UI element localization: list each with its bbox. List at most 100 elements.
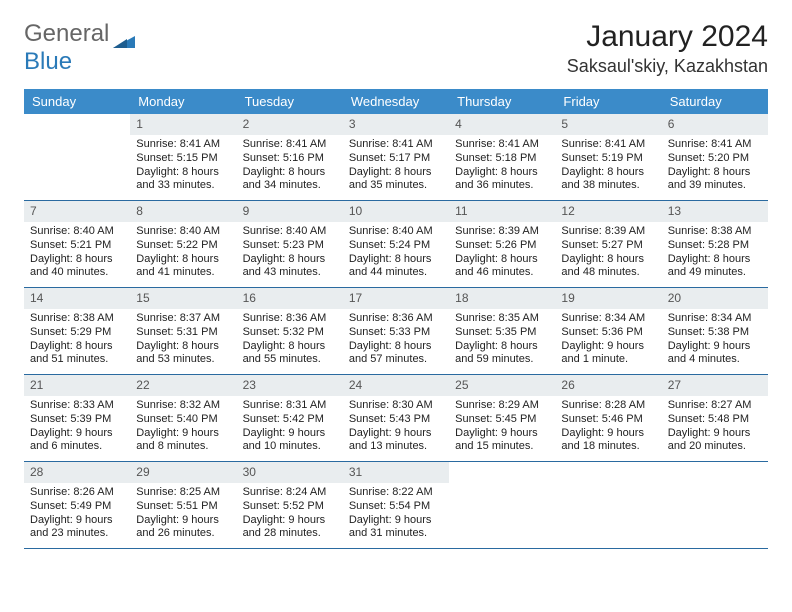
sunrise-text: Sunrise: 8:35 AM	[455, 312, 549, 326]
daylight-text-2: and 39 minutes.	[668, 179, 762, 193]
daylight-text-1: Daylight: 9 hours	[30, 514, 124, 528]
daylight-text-1: Daylight: 9 hours	[668, 340, 762, 354]
day-number: 10	[343, 201, 449, 222]
calendar-day-cell: 12Sunrise: 8:39 AMSunset: 5:27 PMDayligh…	[555, 201, 661, 287]
daylight-text-2: and 20 minutes.	[668, 440, 762, 454]
day-number: 29	[130, 462, 236, 483]
daylight-text-2: and 55 minutes.	[243, 353, 337, 367]
sunrise-text: Sunrise: 8:40 AM	[349, 225, 443, 239]
day-number: 18	[449, 288, 555, 309]
daylight-text-2: and 15 minutes.	[455, 440, 549, 454]
daylight-text-2: and 18 minutes.	[561, 440, 655, 454]
day-body: Sunrise: 8:40 AMSunset: 5:21 PMDaylight:…	[24, 222, 130, 284]
day-body: Sunrise: 8:40 AMSunset: 5:22 PMDaylight:…	[130, 222, 236, 284]
day-number: 30	[237, 462, 343, 483]
sunset-text: Sunset: 5:20 PM	[668, 152, 762, 166]
calendar-day-cell: 8Sunrise: 8:40 AMSunset: 5:22 PMDaylight…	[130, 201, 236, 287]
daylight-text-2: and 53 minutes.	[136, 353, 230, 367]
calendar-day-cell: 30Sunrise: 8:24 AMSunset: 5:52 PMDayligh…	[237, 462, 343, 548]
daylight-text-2: and 48 minutes.	[561, 266, 655, 280]
day-body: Sunrise: 8:36 AMSunset: 5:33 PMDaylight:…	[343, 309, 449, 371]
sunset-text: Sunset: 5:17 PM	[349, 152, 443, 166]
day-number: 12	[555, 201, 661, 222]
day-body: Sunrise: 8:41 AMSunset: 5:16 PMDaylight:…	[237, 135, 343, 197]
daylight-text-1: Daylight: 8 hours	[455, 340, 549, 354]
sunrise-text: Sunrise: 8:36 AM	[349, 312, 443, 326]
sunrise-text: Sunrise: 8:33 AM	[30, 399, 124, 413]
sunrise-text: Sunrise: 8:30 AM	[349, 399, 443, 413]
day-number: 9	[237, 201, 343, 222]
day-number: 16	[237, 288, 343, 309]
day-number: 31	[343, 462, 449, 483]
calendar-day-cell: 23Sunrise: 8:31 AMSunset: 5:42 PMDayligh…	[237, 375, 343, 461]
day-number: 7	[24, 201, 130, 222]
calendar-day-cell: 19Sunrise: 8:34 AMSunset: 5:36 PMDayligh…	[555, 288, 661, 374]
day-number: 27	[662, 375, 768, 396]
daylight-text-1: Daylight: 8 hours	[30, 340, 124, 354]
sunset-text: Sunset: 5:39 PM	[30, 413, 124, 427]
day-number: 23	[237, 375, 343, 396]
day-body: Sunrise: 8:22 AMSunset: 5:54 PMDaylight:…	[343, 483, 449, 545]
calendar-day-cell: 3Sunrise: 8:41 AMSunset: 5:17 PMDaylight…	[343, 114, 449, 200]
daylight-text-2: and 31 minutes.	[349, 527, 443, 541]
daylight-text-1: Daylight: 9 hours	[668, 427, 762, 441]
daylight-text-1: Daylight: 8 hours	[30, 253, 124, 267]
day-number: 13	[662, 201, 768, 222]
day-body: Sunrise: 8:34 AMSunset: 5:36 PMDaylight:…	[555, 309, 661, 371]
sunset-text: Sunset: 5:28 PM	[668, 239, 762, 253]
calendar-day-cell: 6Sunrise: 8:41 AMSunset: 5:20 PMDaylight…	[662, 114, 768, 200]
sunset-text: Sunset: 5:51 PM	[136, 500, 230, 514]
daylight-text-2: and 41 minutes.	[136, 266, 230, 280]
daylight-text-2: and 4 minutes.	[668, 353, 762, 367]
calendar-day-cell: 28Sunrise: 8:26 AMSunset: 5:49 PMDayligh…	[24, 462, 130, 548]
calendar-day-cell	[24, 114, 130, 200]
sunrise-text: Sunrise: 8:40 AM	[243, 225, 337, 239]
day-body: Sunrise: 8:37 AMSunset: 5:31 PMDaylight:…	[130, 309, 236, 371]
day-number: 24	[343, 375, 449, 396]
daylight-text-1: Daylight: 9 hours	[243, 514, 337, 528]
sunset-text: Sunset: 5:42 PM	[243, 413, 337, 427]
day-body: Sunrise: 8:39 AMSunset: 5:27 PMDaylight:…	[555, 222, 661, 284]
sunset-text: Sunset: 5:33 PM	[349, 326, 443, 340]
calendar-day-cell: 10Sunrise: 8:40 AMSunset: 5:24 PMDayligh…	[343, 201, 449, 287]
day-body: Sunrise: 8:31 AMSunset: 5:42 PMDaylight:…	[237, 396, 343, 458]
brand-triangle-icon	[113, 27, 135, 41]
calendar-day-cell: 25Sunrise: 8:29 AMSunset: 5:45 PMDayligh…	[449, 375, 555, 461]
day-body: Sunrise: 8:32 AMSunset: 5:40 PMDaylight:…	[130, 396, 236, 458]
daylight-text-2: and 59 minutes.	[455, 353, 549, 367]
calendar-day-cell	[449, 462, 555, 548]
daylight-text-1: Daylight: 9 hours	[561, 427, 655, 441]
daylight-text-2: and 8 minutes.	[136, 440, 230, 454]
sunset-text: Sunset: 5:27 PM	[561, 239, 655, 253]
daylight-text-1: Daylight: 8 hours	[561, 253, 655, 267]
day-number: 26	[555, 375, 661, 396]
day-number: 28	[24, 462, 130, 483]
sunset-text: Sunset: 5:21 PM	[30, 239, 124, 253]
day-body: Sunrise: 8:24 AMSunset: 5:52 PMDaylight:…	[237, 483, 343, 545]
daylight-text-1: Daylight: 8 hours	[243, 166, 337, 180]
calendar-day-cell	[555, 462, 661, 548]
day-body: Sunrise: 8:41 AMSunset: 5:19 PMDaylight:…	[555, 135, 661, 197]
sunset-text: Sunset: 5:19 PM	[561, 152, 655, 166]
calendar-day-cell: 21Sunrise: 8:33 AMSunset: 5:39 PMDayligh…	[24, 375, 130, 461]
day-body: Sunrise: 8:38 AMSunset: 5:29 PMDaylight:…	[24, 309, 130, 371]
sunrise-text: Sunrise: 8:27 AM	[668, 399, 762, 413]
sunset-text: Sunset: 5:45 PM	[455, 413, 549, 427]
calendar-week-row: 21 Sunrise: 8:33 AMSunset: 5:39 PM Dayligh…	[24, 375, 768, 462]
daylight-text-2: and 51 minutes.	[30, 353, 124, 367]
daylight-text-1: Daylight: 8 hours	[668, 166, 762, 180]
calendar-day-cell: 13Sunrise: 8:38 AMSunset: 5:28 PMDayligh…	[662, 201, 768, 287]
day-number: 22	[130, 375, 236, 396]
sunset-text: Sunset: 5:38 PM	[668, 326, 762, 340]
day-number: 21	[24, 375, 130, 396]
daylight-text-1: Daylight: 9 hours	[136, 514, 230, 528]
day-body: Sunrise: 8:30 AMSunset: 5:43 PMDaylight:…	[343, 396, 449, 458]
weekday-header: Saturday	[662, 89, 768, 114]
day-body: Sunrise: 8:39 AMSunset: 5:26 PMDaylight:…	[449, 222, 555, 284]
sunset-text: Sunset: 5:32 PM	[243, 326, 337, 340]
location-subtitle: Saksaul'skiy, Kazakhstan	[567, 56, 768, 77]
daylight-text-2: and 33 minutes.	[136, 179, 230, 193]
calendar-day-cell: 27Sunrise: 8:27 AMSunset: 5:48 PMDayligh…	[662, 375, 768, 461]
weekday-header: Monday	[130, 89, 236, 114]
daylight-text-2: and 49 minutes.	[668, 266, 762, 280]
